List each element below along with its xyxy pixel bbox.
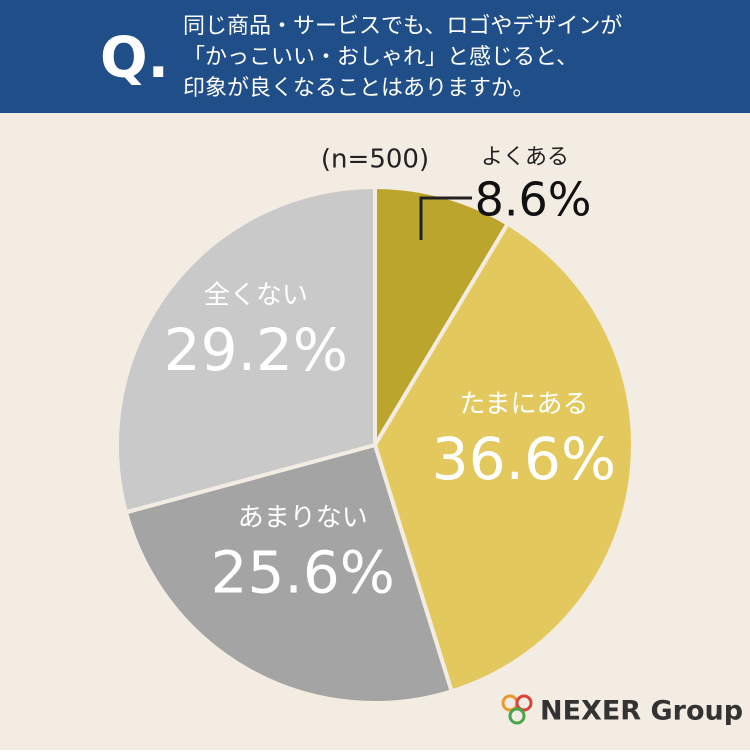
question-mark: Q. [100, 26, 169, 91]
value-label: 8.6% [475, 173, 592, 227]
logo-icon [501, 694, 533, 725]
category-label: 全くない [204, 280, 308, 310]
category-label: あまりない [238, 503, 368, 533]
title-line: 同じ商品・サービスでも、ロゴやデザインが [183, 14, 622, 39]
sample-size: (n=500) [321, 145, 429, 175]
category-label: よくある [481, 145, 569, 170]
category-label: たまにある [459, 389, 588, 419]
pie [115, 184, 635, 705]
pie-slice [372, 221, 635, 694]
value-label: 29.2% [164, 316, 348, 384]
pie-slice [123, 442, 455, 705]
title-line: 「かっこいい・おしゃれ」と感じると、 [183, 45, 578, 70]
header [0, 0, 750, 113]
value-label: 36.6% [432, 425, 616, 493]
value-label: 25.6% [211, 539, 395, 607]
leader-line [419, 196, 472, 240]
pie-slice [115, 184, 377, 515]
pie-slice [373, 184, 511, 453]
brand: NEXER Group [540, 696, 743, 727]
title-line: 印象が良くなることはありますか。 [183, 76, 535, 101]
